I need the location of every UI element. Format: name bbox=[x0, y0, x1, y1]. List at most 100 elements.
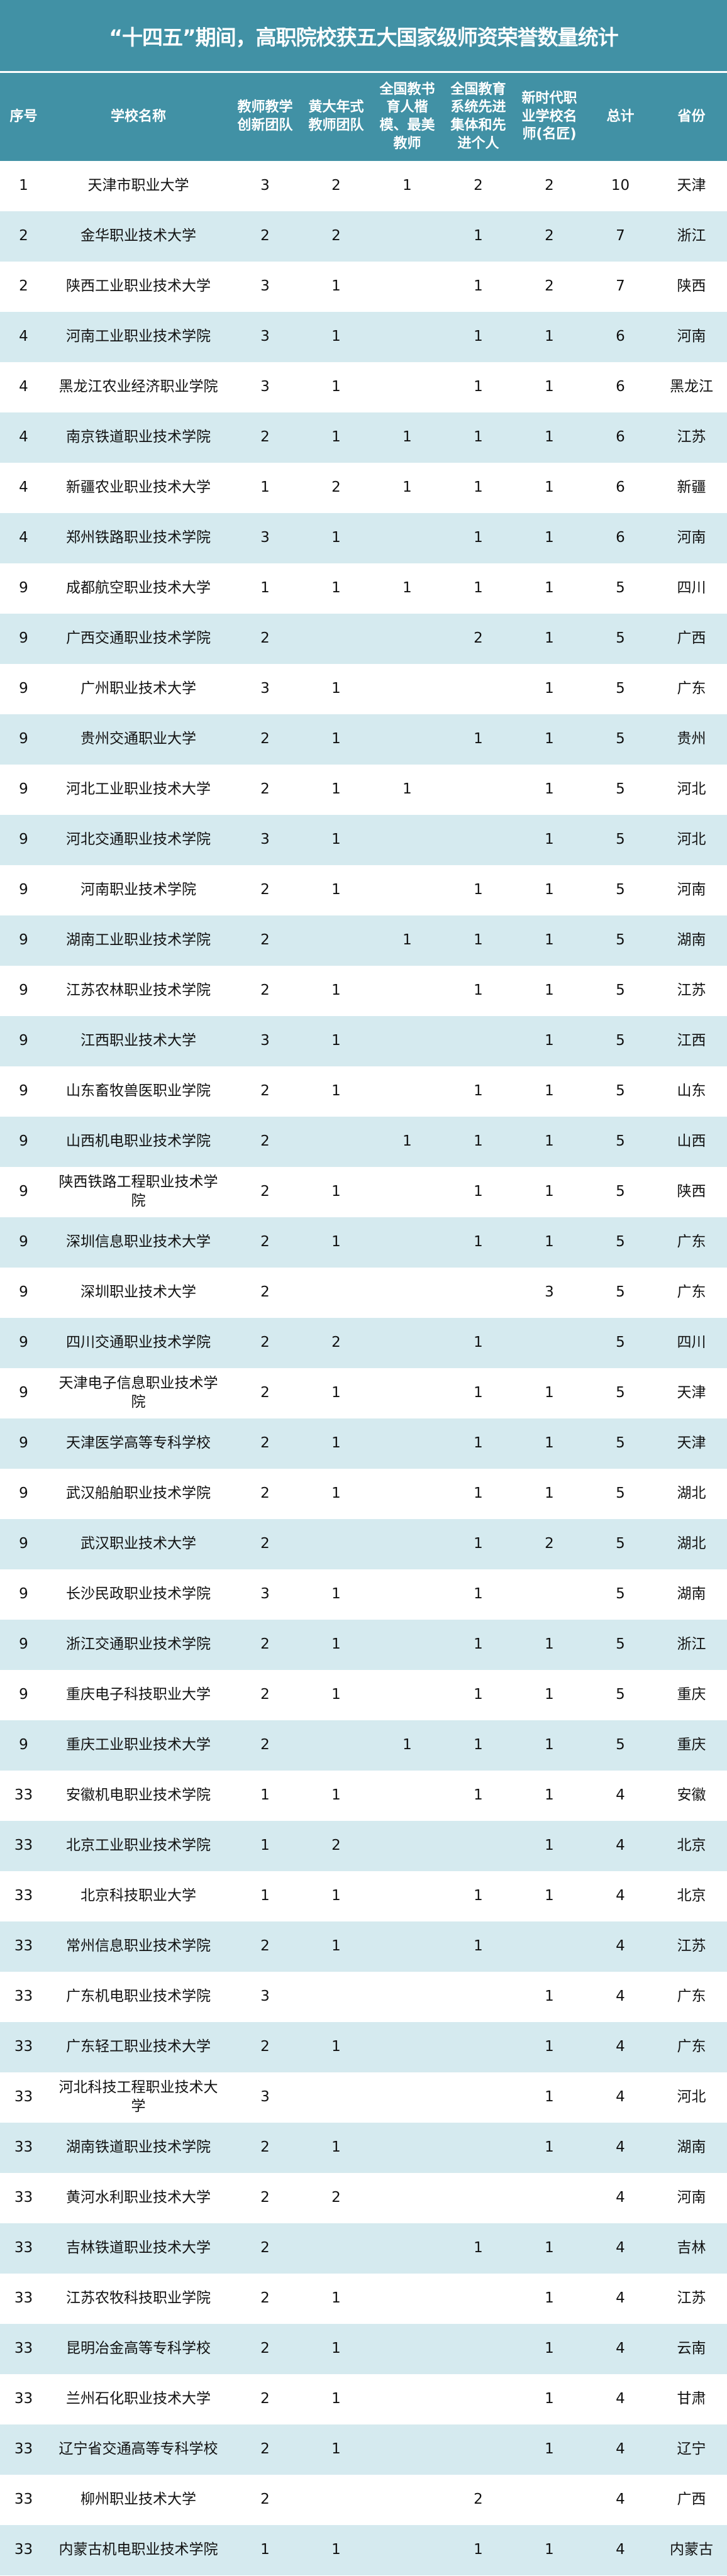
school-name-cell: 湖南铁道职业技术学院 bbox=[47, 2123, 230, 2173]
total-cell: 4 bbox=[585, 2324, 656, 2374]
table-row: 9 天津电子信息职业技术学院 2 1 1 1 5 天津 bbox=[0, 1368, 727, 1418]
famous-teacher-cell: 1 bbox=[514, 2525, 585, 2575]
table-row: 9 湖南工业职业技术学院 2 1 1 1 5 湖南 bbox=[0, 915, 727, 966]
school-name-cell: 新疆农业职业技术大学 bbox=[66, 479, 211, 496]
huang-danian-team-cell: 2 bbox=[301, 1318, 372, 1368]
school-name-cell: 广东机电职业技术学院 bbox=[66, 1988, 211, 2005]
model-teacher-cell bbox=[372, 1418, 443, 1469]
total-cell: 4 bbox=[585, 1921, 656, 1972]
total-cell: 5 bbox=[585, 1519, 656, 1569]
famous-teacher-cell: 1 bbox=[514, 614, 585, 664]
total-cell: 5 bbox=[616, 1083, 625, 1100]
table-row: 9 重庆工业职业技术大学 2 1 1 1 5 重庆 bbox=[0, 1720, 727, 1771]
total-cell: 4 bbox=[616, 1988, 625, 2005]
province-cell: 广西 bbox=[677, 2491, 706, 2508]
table-row: 9 贵州交通职业大学 2 1 1 1 5 贵州 bbox=[0, 714, 727, 765]
total-cell: 5 bbox=[616, 1183, 625, 1200]
province-cell: 江苏 bbox=[677, 2290, 706, 2307]
province-cell: 湖南 bbox=[656, 915, 727, 966]
huang-danian-team-cell: 1 bbox=[331, 1083, 341, 1100]
advanced-collective-cell: 1 bbox=[443, 513, 514, 563]
school-name-cell: 河北工业职业技术大学 bbox=[66, 781, 211, 798]
famous-teacher-cell: 1 bbox=[514, 1217, 585, 1268]
model-teacher-cell bbox=[372, 2173, 443, 2223]
school-name-cell: 重庆工业职业技术大学 bbox=[47, 1720, 230, 1771]
innovation-team-cell: 2 bbox=[260, 882, 270, 898]
advanced-collective-cell: 1 bbox=[443, 1117, 514, 1167]
table-row: 33 北京科技职业大学 1 1 1 1 4 北京 bbox=[0, 1871, 727, 1921]
model-teacher-cell bbox=[372, 362, 443, 412]
col-header-total: 总计 bbox=[585, 73, 656, 161]
innovation-team-cell: 2 bbox=[260, 2189, 270, 2206]
rank-cell: 33 bbox=[0, 2424, 47, 2475]
huang-danian-team-cell: 1 bbox=[331, 379, 341, 395]
model-teacher-cell bbox=[372, 2374, 443, 2424]
total-cell: 5 bbox=[585, 1117, 656, 1167]
province-cell: 浙江 bbox=[656, 1620, 727, 1670]
innovation-team-cell: 2 bbox=[230, 1418, 301, 1469]
table-row: 9 山西机电职业技术学院 2 1 1 1 5 山西 bbox=[0, 1117, 727, 1167]
famous-teacher-cell: 1 bbox=[514, 1016, 585, 1066]
total-cell: 5 bbox=[585, 1720, 656, 1771]
total-cell: 5 bbox=[616, 882, 625, 898]
famous-teacher-cell: 1 bbox=[545, 1083, 554, 1100]
total-cell: 5 bbox=[616, 1686, 625, 1703]
model-teacher-cell bbox=[372, 2525, 443, 2575]
advanced-collective-cell bbox=[443, 815, 514, 865]
rank-cell: 4 bbox=[19, 379, 28, 395]
table-row: 9 河北工业职业技术大学 2 1 1 1 5 河北 bbox=[0, 765, 727, 815]
huang-danian-team-cell: 1 bbox=[331, 1888, 341, 1904]
province-cell: 河南 bbox=[677, 882, 706, 898]
province-cell: 广东 bbox=[677, 1988, 706, 2005]
huang-danian-team-cell: 1 bbox=[301, 1418, 372, 1469]
model-teacher-cell bbox=[372, 1167, 443, 1217]
famous-teacher-cell: 1 bbox=[545, 1787, 554, 1804]
table-row: 33 安徽机电职业技术学院 1 1 1 1 4 安徽 bbox=[0, 1771, 727, 1821]
total-cell: 4 bbox=[585, 2424, 656, 2475]
school-name-cell: 常州信息职业技术学院 bbox=[47, 1921, 230, 1972]
rank-cell: 9 bbox=[0, 815, 47, 865]
famous-teacher-cell: 1 bbox=[545, 379, 554, 395]
table-row: 33 兰州石化职业技术大学 2 1 1 4 甘肃 bbox=[0, 2374, 727, 2424]
province-cell: 河南 bbox=[656, 513, 727, 563]
total-cell: 4 bbox=[616, 1787, 625, 1804]
table-row: 33 广东轻工职业技术大学 2 1 1 4 广东 bbox=[0, 2022, 727, 2072]
huang-danian-team-cell: 1 bbox=[301, 2424, 372, 2475]
table-row: 2 金华职业技术大学 2 2 1 2 7 浙江 bbox=[0, 211, 727, 262]
model-teacher-cell bbox=[372, 2475, 443, 2525]
advanced-collective-cell: 1 bbox=[443, 412, 514, 463]
innovation-team-cell: 3 bbox=[260, 2089, 270, 2106]
model-teacher-cell bbox=[372, 1871, 443, 1921]
innovation-team-cell: 2 bbox=[260, 2290, 270, 2307]
rank-cell: 33 bbox=[0, 2123, 47, 2173]
table-row: 33 吉林铁道职业技术大学 2 1 1 4 吉林 bbox=[0, 2223, 727, 2274]
school-name-cell: 安徽机电职业技术学院 bbox=[66, 1787, 211, 1804]
huang-danian-team-cell: 1 bbox=[301, 714, 372, 765]
school-name-cell: 天津电子信息职业技术学院 bbox=[58, 1375, 218, 1410]
famous-teacher-cell: 1 bbox=[514, 1117, 585, 1167]
huang-danian-team-cell: 1 bbox=[331, 982, 341, 999]
school-name-cell: 北京工业职业技术学院 bbox=[47, 1821, 230, 1871]
famous-teacher-cell: 1 bbox=[545, 781, 554, 798]
province-cell: 天津 bbox=[656, 1418, 727, 1469]
innovation-team-cell: 2 bbox=[230, 1117, 301, 1167]
model-teacher-cell: 1 bbox=[402, 479, 412, 496]
innovation-team-cell: 2 bbox=[260, 2391, 270, 2407]
school-name-cell: 内蒙古机电职业技术学院 bbox=[47, 2525, 230, 2575]
huang-danian-team-cell: 2 bbox=[301, 1821, 372, 1871]
huang-danian-team-cell: 1 bbox=[301, 2324, 372, 2374]
famous-teacher-cell: 1 bbox=[545, 680, 554, 697]
table-row: 33 河北科技工程职业技术大学 3 1 4 河北 bbox=[0, 2072, 727, 2123]
innovation-team-cell: 2 bbox=[260, 982, 270, 999]
table-row: 9 江西职业技术大学 3 1 1 5 江西 bbox=[0, 1016, 727, 1066]
advanced-collective-cell: 1 bbox=[443, 2223, 514, 2274]
famous-teacher-cell: 2 bbox=[514, 211, 585, 262]
table-row: 33 黄河水利职业技术大学 2 2 4 河南 bbox=[0, 2173, 727, 2223]
famous-teacher-cell: 1 bbox=[545, 1988, 554, 2005]
famous-teacher-cell bbox=[514, 2173, 585, 2223]
innovation-team-cell: 3 bbox=[260, 278, 270, 295]
table-row: 9 广州职业技术大学 3 1 1 5 广东 bbox=[0, 664, 727, 714]
model-teacher-cell bbox=[372, 1469, 443, 1519]
advanced-collective-cell bbox=[443, 664, 514, 714]
total-cell: 6 bbox=[585, 312, 656, 362]
